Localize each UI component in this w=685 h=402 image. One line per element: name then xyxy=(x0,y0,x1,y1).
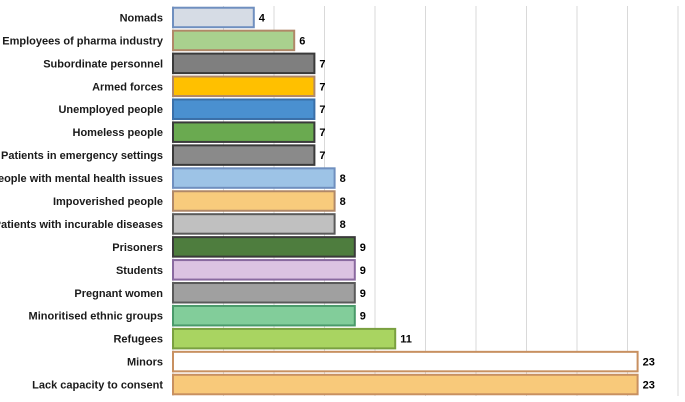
category-label: Lack capacity to consent xyxy=(32,380,163,392)
value-label: 4 xyxy=(259,12,266,24)
category-label: Refugees xyxy=(113,334,163,346)
bar xyxy=(172,29,296,52)
bar xyxy=(172,304,356,327)
bar xyxy=(172,327,397,350)
category-label: Armed forces xyxy=(92,81,163,93)
value-label: 11 xyxy=(400,334,412,346)
value-label: 7 xyxy=(319,150,325,162)
value-label: 8 xyxy=(340,196,346,208)
category-label: Homeless people xyxy=(73,127,163,139)
bar xyxy=(172,121,316,143)
category-labels: Nomads Employees of pharma industry Subord… xyxy=(0,12,164,391)
bar xyxy=(172,236,356,258)
category-label: Unemployed people xyxy=(58,104,163,116)
bar xyxy=(172,190,336,212)
category-label: Subordinate personnel xyxy=(43,58,163,70)
category-label: Impoverished people xyxy=(53,196,163,208)
category-label: Minors xyxy=(127,357,163,369)
category-label: Patients in emergency settings xyxy=(1,150,163,162)
value-label: 7 xyxy=(319,104,325,116)
value-label: 7 xyxy=(319,127,325,139)
value-label: 8 xyxy=(340,219,346,231)
value-label: 8 xyxy=(340,173,346,185)
bar xyxy=(172,373,639,396)
bar xyxy=(172,259,356,281)
bar xyxy=(172,6,255,29)
value-label: 9 xyxy=(360,242,366,254)
bars xyxy=(172,6,639,396)
category-label: Minoritised ethnic groups xyxy=(29,311,163,323)
bar xyxy=(172,167,336,189)
bar xyxy=(172,282,356,304)
bar xyxy=(172,98,316,120)
value-label: 9 xyxy=(360,311,366,323)
category-label: Prisoners xyxy=(112,242,163,254)
category-label: Pregnant women xyxy=(74,288,163,300)
value-labels: 4 6 7 7 7 7 7 8 8 8 9 9 9 9 11 23 23 xyxy=(259,12,655,391)
value-label: 7 xyxy=(319,81,325,93)
bar xyxy=(172,52,316,75)
bar xyxy=(172,350,639,373)
value-label: 9 xyxy=(360,265,366,277)
category-label: Nomads xyxy=(120,12,163,24)
value-label: 23 xyxy=(643,380,655,392)
category-label: Patients with incurable diseases xyxy=(0,219,163,231)
category-label: Students xyxy=(116,265,163,277)
bar xyxy=(172,144,316,166)
value-label: 9 xyxy=(360,288,366,300)
value-label: 6 xyxy=(299,35,305,47)
bar xyxy=(172,75,316,98)
value-label: 23 xyxy=(643,357,655,369)
bar xyxy=(172,213,336,235)
category-label: People with mental health issues xyxy=(0,173,163,185)
category-label: Employees of pharma industry xyxy=(2,35,164,47)
value-label: 7 xyxy=(319,58,325,70)
